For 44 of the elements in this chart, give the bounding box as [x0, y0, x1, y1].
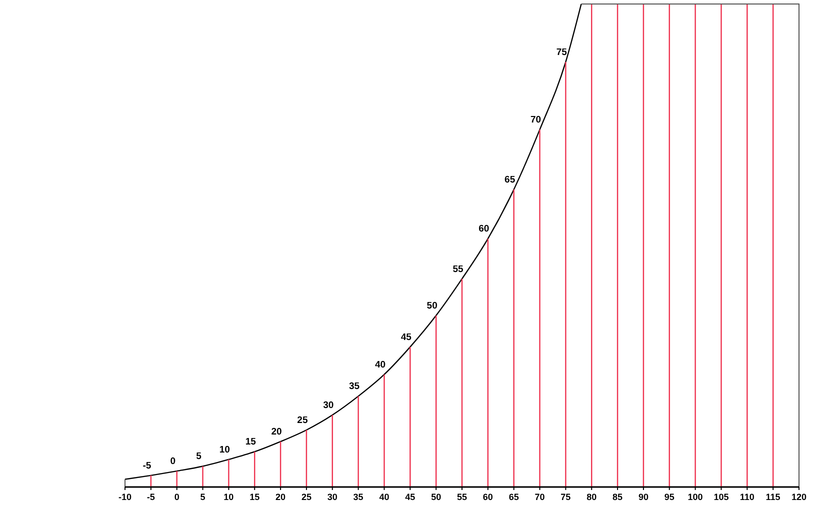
x-tick-label: 15	[250, 492, 260, 502]
x-tick-label: 25	[301, 492, 312, 502]
annotation: 0	[170, 456, 176, 468]
x-tick-label: 40	[379, 492, 390, 502]
x-tick-label: 60	[482, 492, 493, 502]
annotation: 5	[196, 451, 202, 462]
annotation: 65	[504, 174, 516, 186]
x-tick-label: 80	[586, 492, 597, 502]
annotation: 25	[297, 415, 308, 426]
x-tick-label: 50	[431, 492, 442, 502]
x-tick-label: 55	[456, 492, 468, 502]
x-tick-label: 105	[714, 492, 729, 502]
annotation: -5	[142, 460, 152, 472]
x-tick-label: 100	[688, 492, 703, 502]
annotation: 10	[219, 444, 230, 456]
annotation: 50	[426, 300, 438, 312]
x-tick-label: 120	[791, 492, 807, 502]
annotation: 30	[323, 400, 334, 412]
x-tick-label: -5	[146, 492, 155, 502]
x-tick-label: -10	[118, 492, 132, 502]
x-tick-label: 110	[740, 492, 754, 502]
x-tick-label: 65	[508, 492, 519, 502]
annotation: 20	[271, 426, 282, 438]
annotation: 55	[452, 264, 464, 275]
annotation: 75	[556, 46, 568, 58]
annotation: 35	[349, 381, 360, 392]
x-tick-label: 75	[560, 492, 571, 502]
annotation: 70	[530, 114, 542, 126]
annotation: 60	[478, 224, 490, 235]
x-tick-label: 70	[534, 492, 545, 502]
x-tick-label: 20	[276, 492, 286, 502]
x-tick-label: 85	[612, 492, 623, 502]
annotation: 40	[374, 359, 386, 370]
x-tick-label: 5	[200, 492, 206, 502]
x-tick-label: 45	[405, 492, 416, 502]
x-tick-label: 30	[327, 492, 338, 502]
x-tick-label: 0	[174, 492, 180, 502]
x-tick-label: 90	[638, 492, 648, 502]
annotation: 15	[245, 436, 257, 448]
annotation: 45	[400, 332, 412, 343]
x-tick-label: 35	[353, 492, 364, 502]
x-tick-label: 115	[766, 492, 780, 502]
x-tick-label: 10	[224, 492, 234, 502]
x-tick-label: 95	[664, 492, 674, 502]
